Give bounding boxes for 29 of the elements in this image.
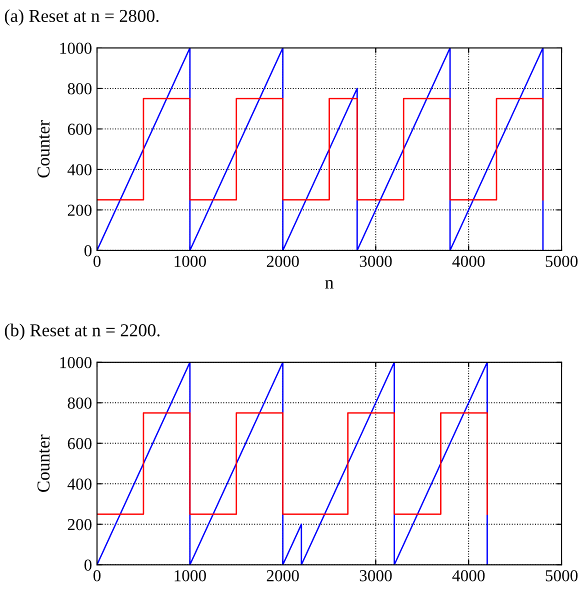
y-tick-label: 200 <box>68 518 92 530</box>
x-tick-label: 1000 <box>174 256 206 268</box>
y-tick-label: 0 <box>84 245 92 256</box>
x-axis-title: n <box>325 280 334 288</box>
x-tick-label: 2000 <box>266 570 299 582</box>
y-tick-label: 800 <box>68 83 92 94</box>
y-tick-label: 1000 <box>60 42 92 54</box>
x-tick-label: 5000 <box>546 570 578 582</box>
chart-title: (a) Reset at n = 2800. <box>4 9 159 26</box>
y-tick-label: 400 <box>67 478 92 490</box>
x-tick-label: 3000 <box>360 256 392 268</box>
x-tick-label: 3000 <box>360 570 392 582</box>
x-tick-label: 0 <box>93 256 101 268</box>
chart-title: (b) Reset at n = 2200. <box>4 324 160 340</box>
x-tick-label: 4000 <box>452 570 485 582</box>
x-tick-label: 4000 <box>452 256 485 268</box>
y-axis-title: Counter <box>37 120 50 178</box>
x-tick-label: 1000 <box>174 570 206 582</box>
y-tick-label: 0 <box>84 559 92 571</box>
x-tick-label: 5000 <box>546 256 578 268</box>
y-tick-label: 600 <box>68 124 92 135</box>
y-axis-title: Counter <box>37 434 50 492</box>
y-tick-label: 600 <box>68 438 92 450</box>
x-tick-label: 0 <box>93 570 101 582</box>
y-tick-label: 200 <box>68 204 92 216</box>
y-tick-label: 1000 <box>60 357 92 368</box>
x-tick-label: 2000 <box>266 256 299 268</box>
y-tick-label: 400 <box>67 164 92 176</box>
y-tick-label: 800 <box>68 397 92 409</box>
